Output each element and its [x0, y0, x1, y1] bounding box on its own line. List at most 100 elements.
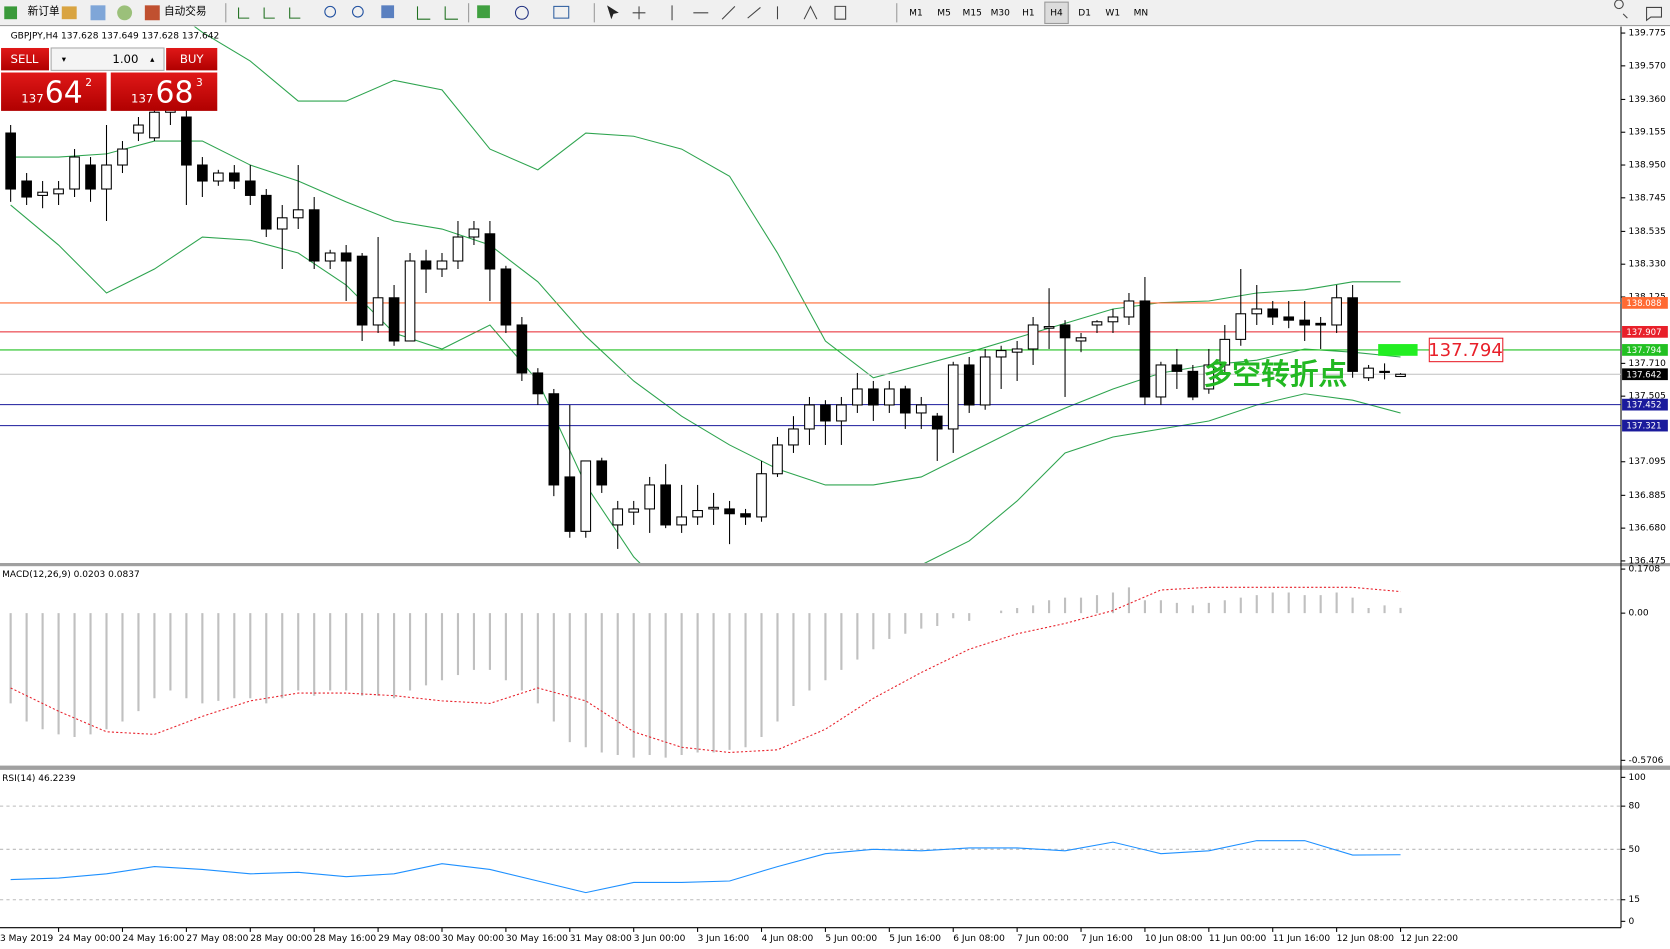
x-tick-label: 7 Jun 16:00 — [1081, 934, 1133, 944]
timeframe-button[interactable]: W1 — [1105, 8, 1120, 18]
candle-body — [1139, 300, 1151, 398]
candle-body — [5, 132, 16, 190]
ask-big: 137 — [131, 92, 153, 106]
new-order-button[interactable]: 新订单 — [28, 5, 60, 18]
rsi-line — [10, 840, 1401, 894]
chart-header: GBPJPY,H4 137.628 137.649 137.628 137.64… — [11, 32, 220, 42]
candle-body — [85, 164, 96, 190]
rsi-header: RSI(14) 46.2239 — [2, 774, 76, 784]
auto-trading-icon[interactable] — [144, 5, 160, 21]
candle-body — [532, 372, 544, 395]
candle-body — [740, 513, 751, 518]
y-tick-label: 139.775 — [1628, 29, 1665, 39]
y-tick-label: 137.095 — [1628, 457, 1665, 467]
timeframe-button[interactable]: H1 — [1022, 8, 1035, 18]
candle-body — [244, 180, 256, 196]
axes: 139.775 139.570 139.360 139.155 138.950 138.7… — [0, 29, 1668, 944]
price-tag-label: 137.794 — [1626, 346, 1661, 356]
lot-down[interactable]: ▾ — [62, 55, 67, 65]
timeframe-button[interactable]: M1 — [909, 8, 923, 18]
buy-button[interactable] — [166, 47, 218, 71]
main-plot — [0, 26, 1622, 564]
candle-body — [308, 209, 320, 262]
x-tick-label: 11 Jun 00:00 — [1209, 934, 1267, 944]
candle-body — [883, 388, 895, 406]
price-tag — [1622, 297, 1668, 309]
candle-body — [1107, 316, 1119, 323]
candle-body — [1363, 367, 1374, 379]
x-tick-label: 24 May 00:00 — [59, 934, 121, 944]
sell-button[interactable] — [1, 47, 49, 71]
y-tick-label: 0.00 — [1628, 609, 1648, 619]
timeframe-button[interactable]: MN — [1134, 8, 1149, 18]
y-tick-label: 138.950 — [1628, 161, 1666, 171]
price-tag-label: 137.642 — [1626, 370, 1661, 380]
candle-body — [676, 516, 687, 526]
annotation: 多空转折点 — [1204, 358, 1348, 391]
buy-label[interactable]: BUY — [180, 52, 205, 66]
price-tag — [1622, 368, 1668, 381]
bid-pips: 64 — [45, 75, 83, 110]
signal-marker — [1378, 344, 1418, 356]
x-tick-label: 7 Jun 00:00 — [1017, 934, 1069, 944]
bollinger-upper — [193, 26, 1401, 379]
timeframe-button[interactable]: M5 — [937, 8, 951, 18]
candle-body — [1027, 324, 1039, 350]
main-pane — [0, 26, 1622, 564]
candle-body — [660, 484, 671, 526]
lot-field[interactable] — [50, 47, 165, 71]
candle-body — [724, 508, 735, 515]
candle-body — [820, 404, 831, 422]
x-tick-label: 28 May 16:00 — [314, 934, 376, 944]
timeframe-button[interactable]: H4 — [1050, 8, 1063, 18]
candle-body — [37, 191, 48, 196]
lot-value[interactable]: 1.00 — [112, 52, 138, 66]
candle-body — [868, 388, 879, 406]
auto-trading-button[interactable]: 自动交易 — [164, 5, 207, 18]
candle-body — [452, 236, 464, 262]
ask-frac: 3 — [196, 76, 203, 89]
price-tag — [1622, 419, 1668, 432]
timeframe-bar: M1 M5 M15 M30 H1 H4 D1 W1 MN — [909, 8, 1148, 18]
bid-box[interactable] — [1, 72, 107, 111]
candle-body — [1219, 338, 1231, 366]
timeframe-button[interactable]: D1 — [1078, 8, 1091, 18]
x-tick-label: 3 Jun 00:00 — [634, 934, 686, 944]
price-tag-label: 137.321 — [1626, 422, 1661, 432]
candle-body — [340, 252, 352, 262]
y-tick-label: -0.5706 — [1628, 756, 1663, 766]
new-order-icon[interactable] — [4, 6, 18, 20]
candle-body — [228, 172, 240, 182]
sell-label[interactable]: SELL — [11, 52, 39, 66]
lot-up[interactable]: ▴ — [150, 55, 155, 65]
candle-body — [915, 404, 927, 414]
icon[interactable] — [61, 6, 77, 20]
y-tick-label: 139.570 — [1628, 61, 1666, 71]
y-tick-label: 0 — [1628, 917, 1634, 927]
timeframe-button[interactable]: M30 — [991, 8, 1011, 18]
y-tick-label: 136.475 — [1628, 556, 1665, 566]
y-tick-label: 0.1708 — [1628, 565, 1660, 575]
x-tick-label: 30 May 00:00 — [442, 934, 504, 944]
candle-body — [1379, 370, 1390, 373]
candle-body — [1251, 308, 1263, 315]
candle-body — [1091, 321, 1103, 326]
candle-body — [899, 388, 911, 414]
x-tick-label: 27 May 08:00 — [186, 934, 248, 944]
icon[interactable] — [90, 5, 106, 21]
candle-body — [213, 172, 224, 182]
timeframe-button[interactable]: M15 — [963, 8, 982, 18]
x-tick-label: 30 May 16:00 — [506, 934, 568, 944]
candle-body — [1059, 324, 1071, 339]
trade-panel: SELL ▾ ▴ 1.00 BUY 137 64 2 137 68 3 — [1, 47, 218, 111]
x-tick-label: 5 Jun 16:00 — [889, 934, 941, 944]
ask-box[interactable] — [110, 72, 218, 111]
icon[interactable] — [117, 5, 133, 21]
candle-body — [612, 508, 624, 526]
candle-body — [1299, 319, 1311, 326]
bollinger-middle — [10, 140, 1401, 486]
price-callout-label: 137.794 — [1428, 340, 1503, 361]
candle-body — [628, 508, 640, 513]
candle-body — [1187, 370, 1199, 398]
